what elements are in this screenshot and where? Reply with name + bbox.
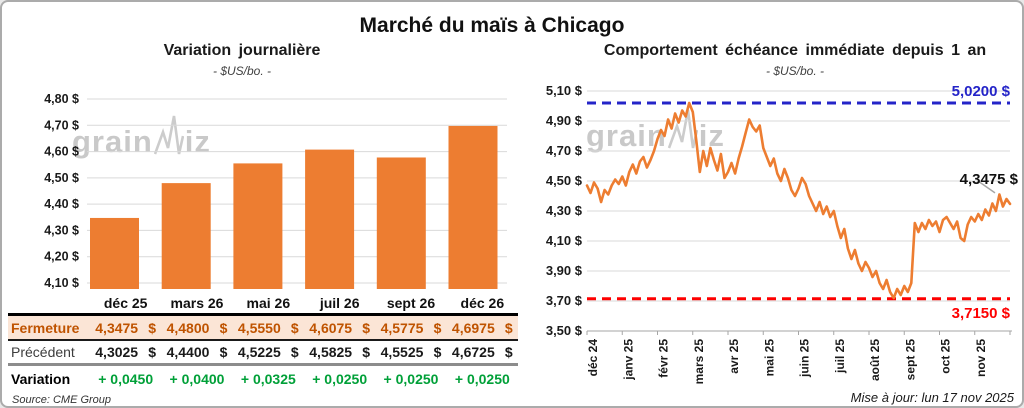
svg-text:mai 25: mai 25 (762, 339, 776, 377)
table-cell: 4,5225 $ (237, 344, 299, 360)
table-cell: 4,6975 $ (451, 319, 513, 336)
svg-text:4,10 $: 4,10 $ (546, 233, 583, 248)
column-header: sept 26 (386, 295, 436, 311)
svg-text:4,70 $: 4,70 $ (44, 118, 79, 132)
svg-text:4,30 $: 4,30 $ (546, 203, 583, 218)
table-cell: 4,3475 $ (95, 319, 157, 336)
svg-text:3,50 $: 3,50 $ (546, 323, 583, 338)
svg-text:juil 25: juil 25 (833, 339, 847, 374)
table-cell: + 0,0250 (312, 371, 368, 387)
column-header: déc 25 (103, 295, 148, 311)
svg-text:déc 24: déc 24 (586, 339, 600, 377)
svg-text:4,60 $: 4,60 $ (44, 145, 79, 159)
svg-text:3,70 $: 3,70 $ (546, 293, 583, 308)
table-cell: 4,4400 $ (166, 344, 228, 360)
page-title: Marché du maïs à Chicago (359, 14, 625, 37)
max-reference-label: 5,0200 $ (951, 83, 1010, 100)
table-cell: 4,3025 $ (95, 344, 157, 360)
svg-text:juin 25: juin 25 (798, 339, 812, 378)
contracts-table: déc 25 mars 26 mai 26 juil 26 sept 26 dé… (8, 293, 518, 392)
daily-variation-bar-chart: 4,80 $ 4,70 $ 4,60 $ 4,50 $ 4,40 $ 4,30 $ 4,20… (44, 92, 507, 290)
svg-text:4,90 $: 4,90 $ (546, 113, 583, 128)
front-month-chart-subtitle: - $US/bo. - (765, 64, 825, 78)
table-cell: 4,5550 $ (237, 319, 299, 336)
last-value-label: 4,3475 $ (959, 171, 1018, 188)
table-cell: 4,4800 $ (166, 319, 228, 336)
svg-text:3,90 $: 3,90 $ (546, 263, 583, 278)
table-cell: + 0,0250 (454, 371, 510, 387)
front-month-line-chart: 5,10 $ 4,90 $ 4,70 $ 4,50 $ 4,30 $ 4,10 $ 3,90… (546, 83, 1012, 385)
watermark-text: grain (586, 118, 667, 153)
table-cell: + 0,0450 (98, 371, 154, 387)
source-note: Source: CME Group (12, 394, 112, 406)
svg-text:oct 25: oct 25 (939, 339, 953, 374)
min-reference-label: 3,7150 $ (951, 305, 1010, 322)
svg-text:4,80 $: 4,80 $ (44, 92, 79, 106)
table-cell: + 0,0325 (240, 371, 296, 387)
watermark-text: iz (698, 118, 725, 153)
svg-text:4,10 $: 4,10 $ (44, 276, 79, 290)
table-row-variation: Variation + 0,0450 + 0,0400 + 0,0325 + 0… (8, 366, 518, 392)
table-header-row: déc 25 mars 26 mai 26 juil 26 sept 26 dé… (8, 293, 518, 316)
table-cell: 4,5525 $ (380, 344, 442, 360)
svg-text:sept 25: sept 25 (903, 339, 917, 381)
svg-text:4,20 $: 4,20 $ (44, 250, 79, 264)
daily-variation-chart-subtitle: - $US/bo. - (212, 64, 272, 78)
row-label: Variation (11, 371, 71, 387)
grainwiz-zigzag-icon (153, 115, 184, 155)
svg-text:févr 25: févr 25 (657, 339, 671, 378)
front-month-chart-title: Comportement échéance immédiate depuis 1… (603, 42, 987, 59)
row-label: Précédent (11, 344, 75, 360)
svg-text:août 25: août 25 (868, 339, 882, 381)
column-header: mars 26 (170, 295, 224, 311)
svg-text:4,40 $: 4,40 $ (44, 197, 79, 211)
svg-text:janv 25: janv 25 (621, 339, 635, 381)
table-cell: 4,5775 $ (380, 319, 442, 336)
grainwiz-watermark: grain iz (586, 108, 725, 151)
row-label: Fermeture (11, 319, 80, 336)
table-cell: 4,5825 $ (309, 344, 371, 360)
svg-text:4,70 $: 4,70 $ (546, 143, 583, 158)
svg-text:mars 25: mars 25 (692, 339, 706, 385)
table-cell: + 0,0250 (383, 371, 439, 387)
svg-text:4,30 $: 4,30 $ (44, 223, 79, 237)
table-row-precedent: Précédent 4,3025 $ 4,4400 $ 4,5225 $ 4,5… (8, 341, 518, 366)
svg-text:4,50 $: 4,50 $ (44, 171, 79, 185)
svg-text:5,10 $: 5,10 $ (546, 83, 583, 98)
table-row-fermeture: Fermeture 4,3475 $ 4,4800 $ 4,5550 $ 4,6… (8, 316, 518, 341)
column-header: mai 26 (246, 295, 291, 311)
table-cell: + 0,0400 (169, 371, 225, 387)
updated-note: Mise à jour: lun 17 nov 2025 (850, 390, 1014, 405)
table-cell: 4,6725 $ (451, 344, 513, 360)
column-header: déc 26 (460, 295, 505, 311)
daily-variation-chart-title: Variation journalière (163, 42, 321, 59)
svg-text:4,50 $: 4,50 $ (546, 173, 583, 188)
table-cell: 4,6075 $ (309, 319, 371, 336)
svg-text:avr 25: avr 25 (727, 339, 741, 374)
grainwiz-zigzag-icon (667, 109, 698, 149)
svg-text:nov 25: nov 25 (974, 339, 988, 377)
column-header: juil 26 (319, 295, 360, 311)
